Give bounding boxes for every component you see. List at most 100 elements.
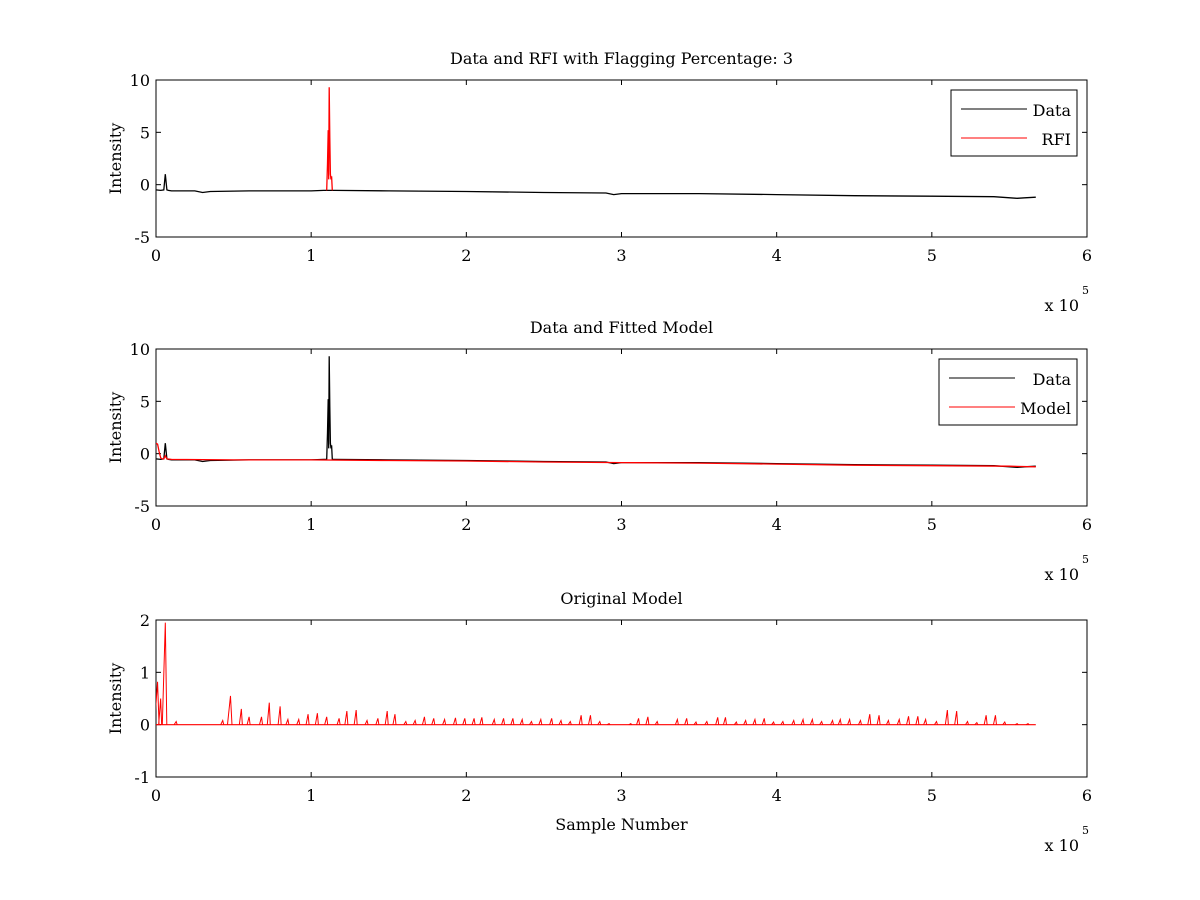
model-spike [743, 718, 748, 725]
model-spike [752, 717, 757, 725]
model-spike [693, 721, 698, 725]
legend-entry: Data [1033, 101, 1072, 120]
series-line-rfi [326, 87, 333, 191]
model-spike [954, 710, 959, 725]
model-spike [285, 717, 290, 725]
model-spike [336, 718, 341, 725]
model-spike [733, 721, 738, 725]
series-group [156, 622, 1036, 726]
model-spike [704, 720, 709, 725]
subplot-title: Original Model [560, 589, 682, 608]
legend-entry: RFI [1042, 130, 1071, 149]
x-tick-label: 5 [927, 515, 937, 534]
model-spike [156, 681, 160, 725]
model-spike [847, 717, 852, 725]
model-spike [684, 718, 689, 725]
x-tick-label: 0 [151, 246, 161, 265]
model-spike [722, 717, 727, 725]
y-tick-label: 2 [140, 611, 150, 630]
x-tick-label: 3 [616, 515, 626, 534]
legend: Data RFI [950, 89, 1078, 157]
model-spike [529, 720, 533, 725]
model-spike [246, 716, 251, 725]
subplot-title: Data and Fitted Model [530, 318, 713, 337]
model-spike [606, 723, 611, 726]
axes-frame [155, 79, 1088, 238]
model-spike [761, 718, 766, 725]
series-group [156, 87, 1036, 199]
model-spike [403, 720, 408, 725]
model-spike [364, 718, 369, 725]
x-tick-label: 1 [306, 515, 316, 534]
model-spike [896, 717, 901, 725]
model-spike [314, 713, 319, 725]
model-spike [462, 718, 467, 725]
y-axis-label: Intensity [106, 663, 125, 735]
model-spike [305, 714, 310, 725]
x-tick-label: 2 [461, 786, 471, 805]
model-spike [771, 721, 776, 725]
x-exponent-power: 5 [1082, 284, 1089, 297]
model-spike [538, 717, 543, 725]
x-tick-label: 3 [616, 246, 626, 265]
model-spike [220, 718, 225, 725]
y-tick-label: -5 [134, 228, 150, 247]
model-spike [906, 716, 911, 725]
model-spike [800, 717, 805, 725]
model-spike [876, 715, 881, 725]
model-spike [1014, 723, 1019, 726]
legend-box [950, 89, 1078, 157]
x-tick-label: 6 [1082, 246, 1092, 265]
model-spike [519, 717, 524, 725]
model-spike [885, 718, 890, 725]
model-spike [965, 720, 969, 725]
model-spike [587, 715, 592, 725]
model-spike [161, 622, 168, 725]
x-tick-label: 4 [772, 515, 782, 534]
model-spike [983, 715, 988, 725]
x-exponent-base: x 10 [1045, 836, 1079, 855]
model-spike [915, 716, 920, 725]
model-spike [858, 718, 862, 725]
x-tick-label: 4 [772, 786, 782, 805]
model-spike [375, 718, 380, 725]
model-spike [715, 717, 720, 725]
model-spike [645, 716, 650, 725]
model-spike [442, 717, 447, 725]
x-exponent-power: 5 [1082, 824, 1089, 837]
model-spike [158, 698, 163, 725]
axes-frame [155, 619, 1088, 778]
model-spike [628, 723, 633, 726]
y-tick-label: -5 [134, 497, 150, 516]
legend-entry: Data [1033, 370, 1072, 389]
y-axis-label: Intensity [106, 392, 125, 464]
y-axis-label: Intensity [106, 123, 125, 195]
x-tick-label: 4 [772, 246, 782, 265]
y-tick-label: 0 [140, 445, 150, 464]
x-tick-label: 5 [927, 786, 937, 805]
y-tick-label: 5 [140, 392, 150, 411]
model-spike [944, 709, 949, 725]
model-spike [277, 706, 282, 725]
model-spike [780, 720, 785, 725]
series-group [156, 356, 1036, 468]
model-spike [479, 717, 484, 725]
x-exponent-power: 5 [1082, 553, 1089, 566]
y-tick-label: 1 [140, 663, 150, 682]
x-tick-label: 3 [616, 786, 626, 805]
model-spike [392, 714, 397, 725]
model-spike [421, 716, 426, 725]
x-tick-label: 1 [306, 246, 316, 265]
y-tick-label: 0 [140, 176, 150, 195]
model-spike [259, 716, 264, 725]
model-spike [674, 717, 679, 725]
x-exponent-base: x 10 [1045, 565, 1079, 584]
model-spike [452, 717, 457, 725]
model-spike [491, 717, 496, 725]
x-tick-label: 2 [461, 515, 471, 534]
y-tick-label: -1 [134, 768, 150, 787]
model-spike [923, 717, 928, 725]
